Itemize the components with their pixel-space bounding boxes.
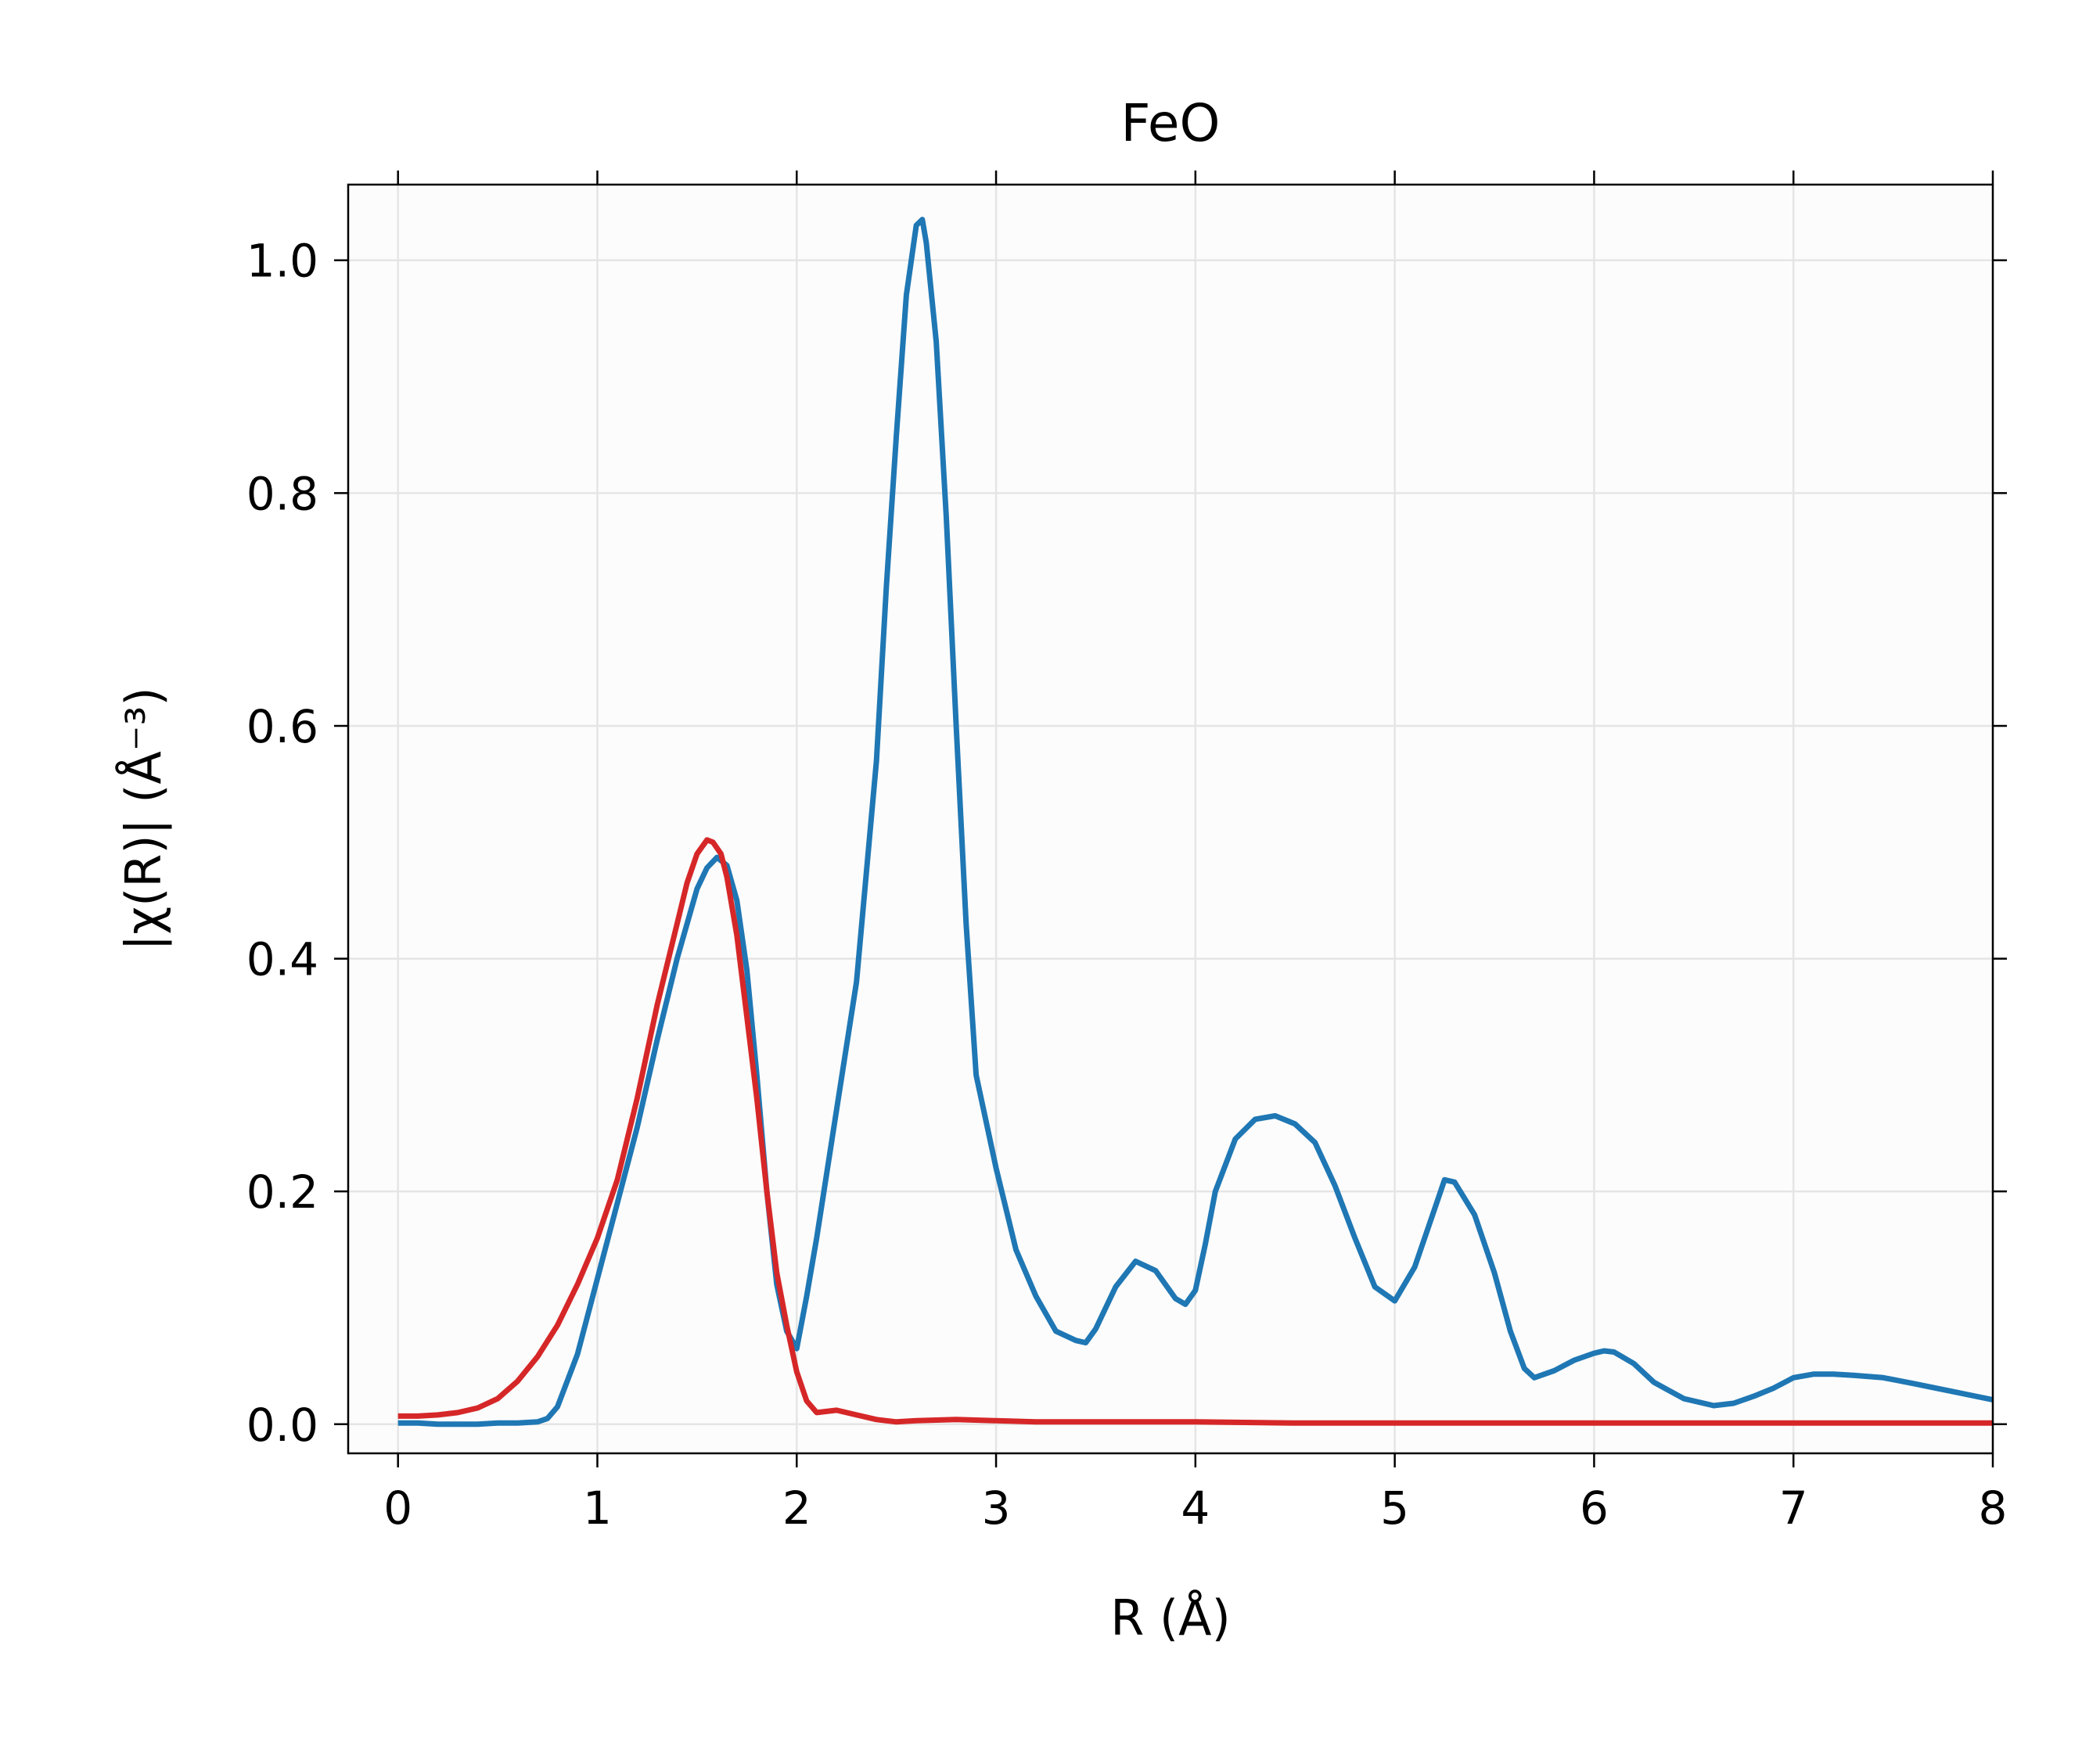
y-axis-title: |χ(R)| (Å⁻³) [115,687,173,950]
x-tick-label: 1 [583,1481,612,1535]
y-tick-label: 0.8 [246,467,318,520]
x-tick-label: 5 [1380,1481,1409,1535]
x-axis: 0 1 2 3 4 5 6 7 8 [383,171,2007,1535]
series-line-red [397,837,1993,1426]
plot-frame [347,183,1994,1455]
x-tick-label: 8 [1979,1481,2008,1535]
y-tick-label: 0.4 [246,933,318,986]
series-line-blue [397,217,1994,1428]
y-tick-label: 1.0 [246,235,318,288]
y-axis: 0.0 0.2 0.4 0.6 0.8 1.0 [246,235,2007,1452]
x-tick-label: 3 [982,1481,1011,1535]
plot-area [348,185,1993,1453]
x-tick-label: 7 [1779,1481,1808,1535]
series-layer [397,217,1994,1428]
x-tick-label: 4 [1181,1481,1210,1535]
x-tick-label: 2 [782,1481,811,1535]
y-tick-label: 0.2 [246,1165,318,1219]
x-tick-label: 6 [1580,1481,1609,1535]
chart-title: FeO [1121,93,1221,153]
y-tick-label: 0.0 [246,1399,318,1452]
x-axis-title: R (Å) [1110,1589,1231,1647]
y-tick-label: 0.6 [246,700,318,753]
x-tick-label: 0 [383,1481,412,1535]
